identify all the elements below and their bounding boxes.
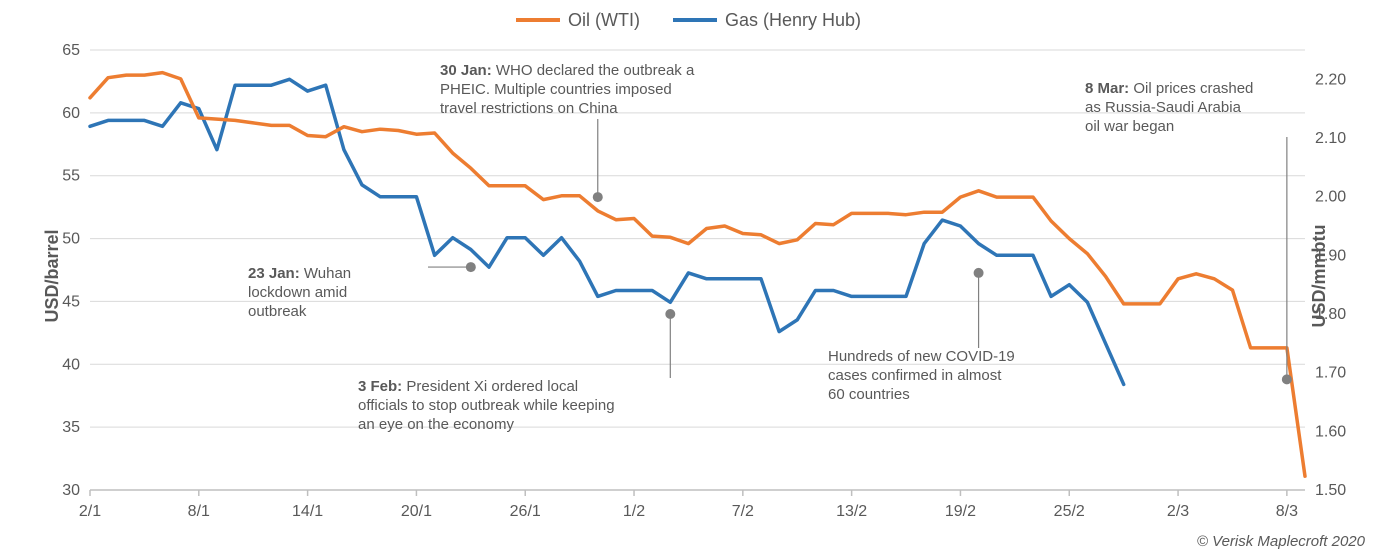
svg-text:25/2: 25/2 (1054, 503, 1085, 520)
svg-text:1.50: 1.50 (1315, 482, 1346, 499)
legend-item-oil: Oil (WTI) (516, 10, 640, 31)
svg-text:40: 40 (62, 356, 80, 373)
svg-text:2.00: 2.00 (1315, 189, 1346, 206)
svg-text:26/1: 26/1 (510, 503, 541, 520)
svg-text:50: 50 (62, 231, 80, 248)
annotation-a3: 3 Feb: President Xi ordered localofficia… (358, 378, 698, 434)
svg-text:1.60: 1.60 (1315, 423, 1346, 440)
oil-gas-price-chart: Oil (WTI) Gas (Henry Hub) USD/barrel USD… (0, 0, 1377, 552)
legend-item-gas: Gas (Henry Hub) (673, 10, 861, 31)
legend: Oil (WTI) Gas (Henry Hub) (0, 6, 1377, 31)
svg-text:2/3: 2/3 (1167, 503, 1189, 520)
legend-swatch-gas (673, 18, 717, 22)
svg-text:2/1: 2/1 (79, 503, 101, 520)
svg-text:30: 30 (62, 482, 80, 499)
svg-text:19/2: 19/2 (945, 503, 976, 520)
credit-line: © Verisk Maplecroft 2020 (1197, 533, 1365, 550)
svg-text:1.70: 1.70 (1315, 365, 1346, 382)
svg-text:55: 55 (62, 168, 80, 185)
svg-text:14/1: 14/1 (292, 503, 323, 520)
svg-text:2.20: 2.20 (1315, 71, 1346, 88)
svg-text:20/1: 20/1 (401, 503, 432, 520)
legend-label-gas: Gas (Henry Hub) (725, 10, 861, 31)
svg-text:65: 65 (62, 42, 80, 59)
svg-text:8/1: 8/1 (188, 503, 210, 520)
svg-text:8/3: 8/3 (1276, 503, 1298, 520)
svg-text:35: 35 (62, 419, 80, 436)
y-axis-left-label: USD/barrel (42, 229, 63, 322)
annotation-a4: Hundreds of new COVID-19cases confirmed … (828, 348, 1088, 404)
y-axis-right-label: USD/mmbtu (1309, 225, 1330, 328)
svg-text:2.10: 2.10 (1315, 130, 1346, 147)
annotation-a5: 8 Mar: Oil prices crashedas Russia-Saudi… (1085, 80, 1305, 136)
svg-text:7/2: 7/2 (732, 503, 754, 520)
legend-label-oil: Oil (WTI) (568, 10, 640, 31)
legend-swatch-oil (516, 18, 560, 22)
svg-text:1/2: 1/2 (623, 503, 645, 520)
annotation-a1: 23 Jan: Wuhanlockdown amidoutbreak (248, 265, 428, 321)
svg-text:60: 60 (62, 105, 80, 122)
series-gas (90, 79, 1124, 384)
annotation-a2: 30 Jan: WHO declared the outbreak aPHEIC… (440, 62, 770, 118)
svg-text:13/2: 13/2 (836, 503, 867, 520)
svg-text:45: 45 (62, 293, 80, 310)
